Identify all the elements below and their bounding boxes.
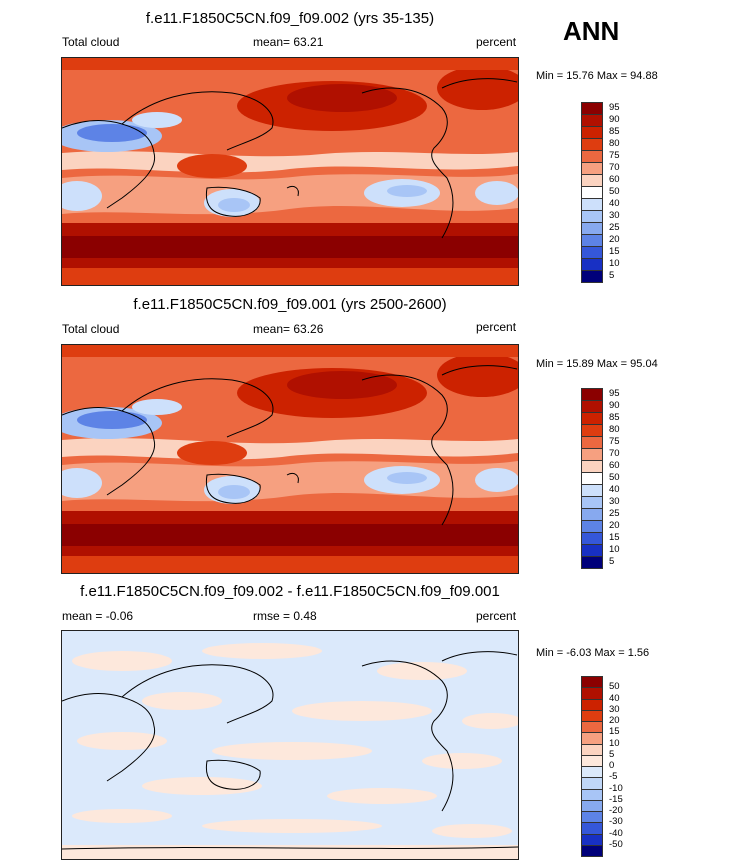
panel-2-variable-label: Total cloud bbox=[62, 322, 120, 336]
colorbar-1-tick-label: 85 bbox=[609, 126, 620, 137]
colorbar-1-tick-label: 90 bbox=[609, 114, 620, 125]
colorbar-2-tick-label: 15 bbox=[609, 532, 620, 543]
colorbar-1-tick-label: 50 bbox=[609, 186, 620, 197]
colorbar-3-tick-label: -50 bbox=[609, 838, 623, 850]
colorbar-1-tick-label: 75 bbox=[609, 150, 620, 161]
colorbar-2-tick-label: 30 bbox=[609, 496, 620, 507]
colorbar-3-tick-label: -10 bbox=[609, 782, 623, 794]
panel-1-units-label: percent bbox=[476, 35, 517, 49]
panel-3-map-svg bbox=[62, 631, 518, 859]
colorbar-1-tick-label: 70 bbox=[609, 162, 620, 173]
panel-1-title: f.e11.F1850C5CN.f09_f09.002 (yrs 35-135) bbox=[145, 10, 435, 27]
colorbar-2-tick-label: 20 bbox=[609, 520, 620, 531]
colorbar-2-tick-label: 70 bbox=[609, 448, 620, 459]
colorbar-2-tick-label: 75 bbox=[609, 436, 620, 447]
colorbar-3-tick-label: -30 bbox=[609, 816, 623, 828]
panel-2-title: f.e11.F1850C5CN.f09_f09.001 (yrs 2500-26… bbox=[133, 296, 447, 313]
panel-3-mean-label: mean = -0.06 bbox=[62, 609, 134, 623]
colorbar-3-tick-label: 0 bbox=[609, 760, 615, 771]
panel-1-variable-label: Total cloud bbox=[62, 35, 120, 49]
colorbar-1-tick-label: 30 bbox=[609, 210, 620, 221]
colorbar-3-tick-label: 50 bbox=[609, 681, 620, 693]
season-label: ANN bbox=[563, 16, 620, 46]
panel-3-rmse-label: rmse = 0.48 bbox=[253, 609, 317, 623]
colorbar-2-tick-label: 25 bbox=[609, 508, 620, 519]
panel-2-minmax: Min = 15.89 Max = 95.04 bbox=[536, 358, 658, 370]
colorbar-2-tick-label: 90 bbox=[609, 400, 620, 411]
panel-3-map bbox=[61, 630, 519, 860]
panel-1-map-svg bbox=[62, 58, 518, 285]
colorbar-3-tick-label: 30 bbox=[609, 703, 620, 715]
panel-2-colorbar: 95 90 85 80 75 70 60 50 40 30 25 20 15 10 5 bbox=[581, 388, 620, 569]
colorbar-3-tick-label: 15 bbox=[609, 726, 620, 738]
colorbar-1-tick-label: 20 bbox=[609, 234, 620, 245]
colorbar-1-tick-label: 80 bbox=[609, 138, 620, 149]
panel-2-map bbox=[61, 344, 519, 574]
panel-1-minmax: Min = 15.76 Max = 94.88 bbox=[536, 70, 658, 82]
colorbar-1-swatch bbox=[581, 270, 603, 283]
colorbar-2-tick-label: 80 bbox=[609, 424, 620, 435]
panel-1-mean-label: mean= 63.21 bbox=[253, 35, 324, 49]
colorbar-3-tick-label: 10 bbox=[609, 737, 620, 749]
colorbar-1-tick-label: 60 bbox=[609, 174, 620, 185]
panel-1-map bbox=[61, 57, 519, 286]
colorbar-1-tick-label: 25 bbox=[609, 222, 620, 233]
colorbar-1-tick-label: 95 bbox=[609, 102, 620, 113]
colorbar-3-tick-label: -5 bbox=[609, 771, 618, 783]
colorbar-2-tick-label: 40 bbox=[609, 484, 620, 495]
colorbar-2-tick-label: 50 bbox=[609, 472, 620, 483]
colorbar-1-tick-label: 40 bbox=[609, 198, 620, 209]
colorbar-2-tick-label: 95 bbox=[609, 388, 620, 399]
colorbar-3-tick-label: 40 bbox=[609, 692, 620, 704]
colorbar-2-swatch bbox=[581, 556, 603, 569]
panel-3-colorbar: 50 40 30 20 15 10 5 0 -5 -10 -15 -20 -30 -40 -50 bbox=[581, 676, 623, 857]
colorbar-1-tick-label: 10 bbox=[609, 258, 620, 269]
colorbar-2-tick-label: 60 bbox=[609, 460, 620, 471]
panel-1-colorbar: 95 90 85 80 75 70 60 50 40 30 25 20 15 10 5 bbox=[581, 102, 620, 283]
colorbar-3-tick-label: -15 bbox=[609, 793, 623, 805]
colorbar-2-tick-label: 85 bbox=[609, 412, 620, 423]
colorbar-3-swatch bbox=[581, 844, 603, 857]
colorbar-3-tick-label: -20 bbox=[609, 805, 623, 816]
panel-3-title: f.e11.F1850C5CN.f09_f09.002 - f.e11.F185… bbox=[80, 583, 500, 600]
panel-2-map-svg bbox=[62, 345, 518, 573]
colorbar-1-tick-label: 5 bbox=[609, 270, 615, 281]
colorbar-1-tick-label: 15 bbox=[609, 246, 620, 257]
colorbar-3-tick-label: 5 bbox=[609, 748, 615, 760]
colorbar-2-tick-label: 10 bbox=[609, 544, 620, 555]
colorbar-3-tick-label: 20 bbox=[609, 715, 620, 726]
colorbar-2-tick-label: 5 bbox=[609, 556, 615, 567]
panel-3-units-label: percent bbox=[476, 609, 517, 623]
panel-2-mean-label: mean= 63.26 bbox=[253, 322, 324, 336]
panel-2-units-label: percent bbox=[476, 320, 517, 334]
panel-3-minmax: Min = -6.03 Max = 1.56 bbox=[536, 647, 650, 659]
colorbar-3-tick-label: -40 bbox=[609, 827, 623, 839]
